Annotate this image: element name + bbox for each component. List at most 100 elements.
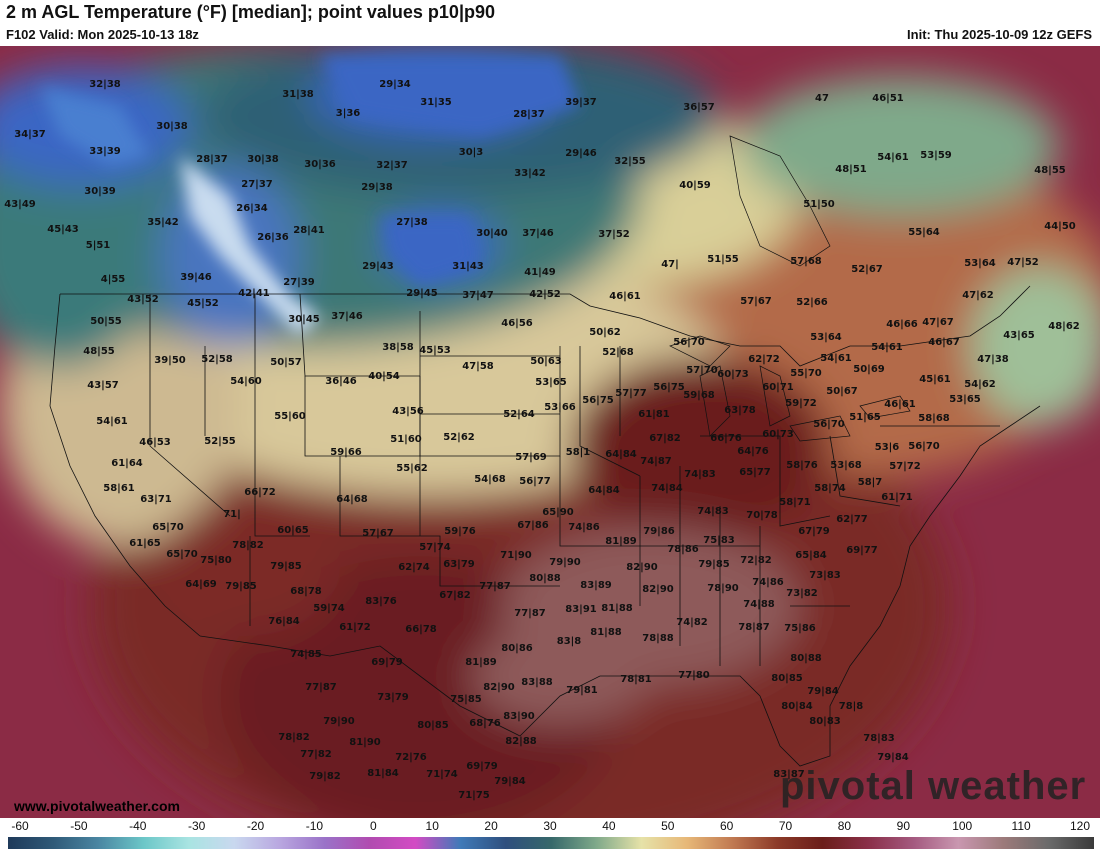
point-value-label: 80|85 [771,673,803,684]
colorbar-tick-label: -50 [70,819,88,833]
point-value-label: 79|84 [877,752,909,763]
point-value-label: 74|86 [568,522,600,533]
point-value-label: 67|79 [798,526,830,537]
point-value-label: 58|7 [858,477,883,488]
point-value-label: 54|68 [474,474,506,485]
point-value-label: 77|80 [678,670,710,681]
point-value-label: 74|83 [684,469,716,480]
point-value-label: 80|85 [417,720,449,731]
point-value-label: 78|90 [707,583,739,594]
point-value-label: 61|81 [638,409,670,420]
point-value-label: 83|87 [773,769,805,780]
point-value-label: 53|65 [535,377,567,388]
point-value-label: 27|38 [396,217,428,228]
point-value-label: 77|87 [479,581,511,592]
point-value-label: 32|38 [89,79,121,90]
point-value-label: 65|70 [166,549,198,560]
point-value-label: 26|34 [236,203,268,214]
colorbar-tick-label: 70 [778,819,793,833]
point-value-label: 46|51 [872,93,904,104]
point-value-label: 61|72 [339,622,371,633]
website-link[interactable]: www.pivotalweather.com [14,798,180,814]
point-value-label: 27|37 [241,179,273,190]
point-value-label: 55|60 [274,411,306,422]
point-value-label: 78|82 [232,540,264,551]
point-value-label: 37|46 [522,228,554,239]
point-value-label: 79|85 [270,561,302,572]
point-value-label: 40|54 [368,371,400,382]
point-value-label: 56|77 [519,476,551,487]
point-value-label: 3|36 [336,108,361,119]
point-value-label: 75|80 [200,555,232,566]
map-canvas: 32|38 31|38 29|34 39|37 31|35 28|37 30|38 3|36 3… [0,46,1100,818]
point-value-label: 82|90 [626,562,658,573]
point-value-label: 62|77 [836,514,868,525]
point-value-label: 81|88 [601,603,633,614]
colorbar-tick-label: 90 [896,819,911,833]
point-value-label: 78|88 [642,633,674,644]
point-value-label: 79|86 [643,526,675,537]
point-value-label: 60|73 [762,429,794,440]
point-value-label: 57|72 [889,461,921,472]
point-value-label: 39|37 [565,97,597,108]
point-value-label: 63|78 [724,405,756,416]
point-value-label: 64|84 [605,449,637,460]
point-value-label: 72|76 [395,752,427,763]
point-value-label: 66|72 [244,487,276,498]
point-value-label: 42|52 [529,289,561,300]
point-value-label: 36|57 [683,102,715,113]
point-value-label: 52|55 [204,436,236,447]
point-value-label: 50|69 [853,364,885,375]
point-value-label: 79|84 [807,686,839,697]
colorbar-tick-label: 80 [837,819,852,833]
point-value-label: 64|84 [588,485,620,496]
colorbar-tick-label: 120 [1069,819,1091,833]
point-value-label: 28|37 [196,154,228,165]
brand-logo: pivotal weather [780,764,1087,808]
point-value-label: 5|51 [86,240,111,251]
point-value-label: 52|58 [201,354,233,365]
point-value-label: 78|86 [667,544,699,555]
point-value-label: 31|43 [452,261,484,272]
point-value-label: 75|86 [784,623,816,634]
point-value-label: 53|6 [875,442,900,453]
point-value-label: 58|1 [566,447,591,458]
temperature-map[interactable]: 32|38 31|38 29|34 39|37 31|35 28|37 30|38 3|36 3… [0,46,1100,818]
colorbar-tick-label: -20 [246,819,265,833]
point-value-label: 56|75 [653,382,685,393]
point-value-label: 57|67 [740,296,772,307]
point-value-label: 53|66 [544,402,576,413]
point-value-label: 57|74 [419,542,451,553]
point-value-label: 79|84 [494,776,526,787]
point-value-label: 79|82 [309,771,341,782]
point-value-label: 62|74 [398,562,430,573]
point-value-label: 80|88 [790,653,822,664]
colorbar-rect [8,837,1094,849]
point-value-label: 39|50 [154,355,186,366]
point-value-layer: 32|38 31|38 29|34 39|37 31|35 28|37 30|38 3|36 3… [4,79,1080,801]
point-value-label: 39|46 [180,272,212,283]
point-value-label: 53|65 [949,394,981,405]
colorbar-gradient [8,837,1094,849]
point-value-label: 29|38 [361,182,393,193]
valid-time: F102 Valid: Mon 2025-10-13 18z [6,27,199,42]
point-value-label: 37|47 [462,290,494,301]
point-value-label: 64|69 [185,579,217,590]
point-value-label: 69|77 [846,545,878,556]
point-value-label: 81|90 [349,737,381,748]
point-value-label: 30|36 [304,159,336,170]
colorbar-tick-label: 100 [952,819,973,833]
colorbar-tick-label: 50 [661,819,675,833]
colorbar [8,836,1094,849]
point-value-label: 79|90 [549,557,581,568]
point-value-label: 45|52 [187,298,219,309]
point-value-label: 78|83 [863,733,895,744]
point-value-label: 80|86 [501,643,533,654]
point-value-label: 65|90 [542,507,574,518]
point-value-label: 67|86 [517,520,549,531]
point-value-label: 63|79 [443,559,475,570]
point-value-label: 78|8 [839,701,864,712]
point-value-label: 77|82 [300,749,332,760]
point-value-label: 58|68 [918,413,950,424]
point-value-label: 28|37 [513,109,545,120]
